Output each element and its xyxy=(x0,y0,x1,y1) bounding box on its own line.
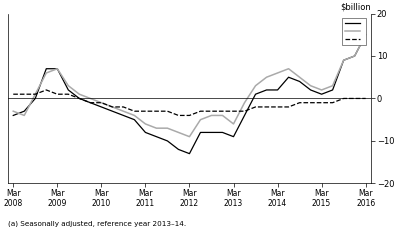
Text: $billion: $billion xyxy=(340,3,371,12)
Legend: , , : , , xyxy=(342,18,366,45)
Text: (a) Seasonally adjusted, reference year 2013–14.: (a) Seasonally adjusted, reference year … xyxy=(8,220,186,227)
